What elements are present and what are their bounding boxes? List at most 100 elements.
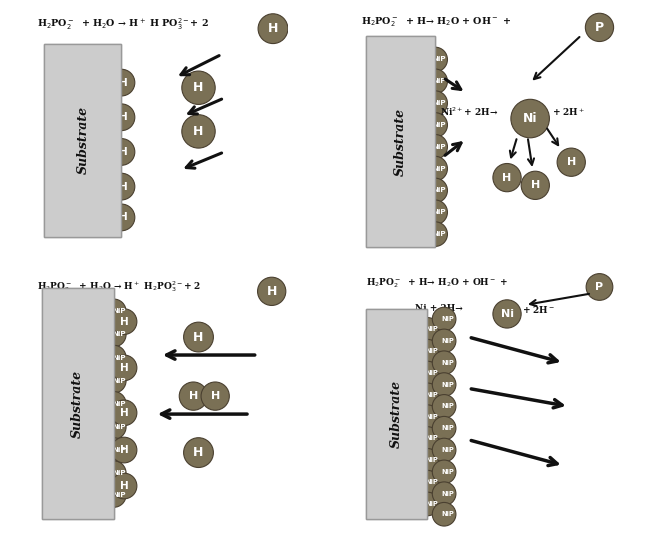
Circle shape	[432, 482, 456, 506]
Bar	[44, 44, 121, 236]
Text: H: H	[268, 22, 278, 35]
Text: H: H	[193, 81, 204, 94]
Bar	[42, 288, 114, 519]
Text: NiP: NiP	[425, 370, 438, 376]
Circle shape	[101, 483, 126, 507]
Text: NiP: NiP	[433, 57, 446, 63]
Text: NiP: NiP	[425, 326, 438, 332]
Circle shape	[422, 200, 447, 225]
Text: H: H	[119, 408, 129, 418]
Text: Ni: Ni	[523, 112, 537, 125]
Circle shape	[108, 104, 135, 131]
Circle shape	[415, 448, 439, 472]
Bar	[366, 309, 428, 519]
Text: NiP: NiP	[425, 414, 438, 419]
Text: NiP: NiP	[442, 447, 454, 453]
Text: H: H	[119, 445, 129, 455]
Circle shape	[258, 14, 288, 43]
Circle shape	[182, 71, 215, 104]
Circle shape	[432, 395, 456, 418]
Text: H: H	[119, 212, 128, 223]
Text: NiP: NiP	[425, 348, 438, 354]
Text: H: H	[266, 285, 277, 298]
Circle shape	[415, 339, 439, 363]
Text: NiP: NiP	[112, 308, 125, 315]
Circle shape	[111, 400, 137, 426]
Bar	[44, 44, 121, 236]
Circle shape	[422, 178, 447, 203]
Text: NiP: NiP	[112, 378, 125, 384]
Text: NiP: NiP	[112, 470, 125, 476]
Circle shape	[108, 204, 135, 231]
Text: H: H	[531, 180, 540, 190]
Bar	[366, 36, 435, 247]
Text: NiP: NiP	[433, 144, 446, 150]
Text: H: H	[119, 181, 128, 192]
Text: + 2H$^+$: + 2H$^+$	[552, 106, 585, 118]
Text: NiP: NiP	[112, 332, 125, 338]
Circle shape	[521, 171, 549, 200]
Text: NiP: NiP	[442, 403, 454, 409]
Circle shape	[101, 299, 126, 324]
Text: H: H	[119, 147, 128, 157]
Text: P: P	[596, 282, 603, 292]
Text: H: H	[189, 391, 198, 401]
Text: NiP: NiP	[112, 447, 125, 453]
Circle shape	[111, 437, 137, 463]
Circle shape	[415, 318, 439, 341]
Text: NiP: NiP	[442, 491, 454, 496]
Text: Substrate: Substrate	[390, 380, 403, 448]
Text: Substrate: Substrate	[71, 370, 84, 438]
Circle shape	[422, 222, 447, 247]
Text: NiP: NiP	[433, 166, 446, 172]
Text: Ni$^{2+}$+ 2H→: Ni$^{2+}$+ 2H→	[440, 106, 499, 118]
Circle shape	[179, 382, 208, 410]
Text: H: H	[119, 112, 128, 123]
Text: NiP: NiP	[442, 316, 454, 322]
Bar	[366, 36, 435, 247]
Circle shape	[108, 139, 135, 165]
Text: NiP: NiP	[112, 355, 125, 361]
Circle shape	[101, 345, 126, 370]
Circle shape	[585, 13, 614, 42]
Text: NiP: NiP	[433, 187, 446, 194]
Circle shape	[183, 322, 214, 352]
Circle shape	[415, 383, 439, 407]
Text: H$_2$PO$_2^-$  + H→ H$_2$O + OH$^-$ +: H$_2$PO$_2^-$ + H→ H$_2$O + OH$^-$ +	[366, 277, 508, 290]
Circle shape	[432, 416, 456, 440]
Text: Ni + 2H→: Ni + 2H→	[415, 304, 462, 312]
Text: NiP: NiP	[442, 381, 454, 387]
Text: H: H	[193, 446, 204, 459]
Circle shape	[432, 460, 456, 484]
Circle shape	[101, 461, 126, 485]
Circle shape	[432, 351, 456, 374]
Bar	[366, 309, 428, 519]
Text: H: H	[193, 331, 204, 343]
Circle shape	[183, 438, 214, 468]
Circle shape	[415, 470, 439, 494]
Circle shape	[101, 415, 126, 439]
Text: H: H	[567, 157, 576, 167]
Text: H$_2$PO$_2^-$  + H$_2$O → H$^+$ H PO$_3^{2-}$+ 2: H$_2$PO$_2^-$ + H$_2$O → H$^+$ H PO$_3^{…	[37, 17, 209, 32]
Circle shape	[415, 405, 439, 429]
Text: H: H	[119, 317, 129, 327]
Circle shape	[415, 361, 439, 385]
Circle shape	[108, 69, 135, 96]
Circle shape	[493, 164, 521, 192]
Circle shape	[101, 322, 126, 347]
Text: H: H	[119, 363, 129, 373]
Circle shape	[415, 492, 439, 516]
Text: NiP: NiP	[425, 392, 438, 398]
Text: NiP: NiP	[425, 457, 438, 463]
Circle shape	[432, 502, 456, 526]
Text: NiP: NiP	[433, 231, 446, 237]
Circle shape	[422, 156, 447, 181]
Text: NiP: NiP	[442, 469, 454, 475]
Text: NiP: NiP	[442, 425, 454, 431]
Text: H: H	[502, 173, 512, 182]
Text: NiP: NiP	[425, 479, 438, 485]
Circle shape	[101, 392, 126, 416]
Text: NiP: NiP	[442, 338, 454, 344]
Circle shape	[432, 438, 456, 462]
Text: Substrate: Substrate	[76, 106, 89, 174]
